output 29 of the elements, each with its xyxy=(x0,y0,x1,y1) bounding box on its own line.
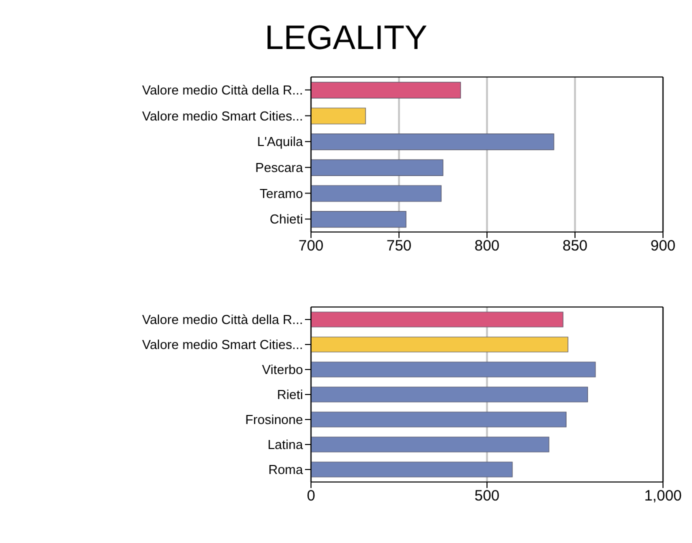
chart-title: LEGALITY xyxy=(264,18,428,59)
x-tick-label: 500 xyxy=(474,488,500,505)
y-tick-label: Valore medio Smart Cities... xyxy=(142,337,303,352)
x-tick-label: 1,000 xyxy=(644,488,682,505)
y-tick-label: Rieti xyxy=(276,387,304,402)
bar xyxy=(311,386,588,402)
y-tick-label: Roma xyxy=(268,462,304,478)
y-tick-label: Latina xyxy=(268,437,304,452)
bar xyxy=(311,436,550,452)
x-tick-label: 800 xyxy=(474,238,500,255)
bar xyxy=(311,362,596,378)
bar xyxy=(311,336,568,352)
bar xyxy=(311,312,564,328)
y-tick-label: Teramo xyxy=(260,186,303,201)
y-tick-label: Valore medio Città della R... xyxy=(142,82,303,98)
y-tick-label: Pescara xyxy=(255,160,304,176)
x-tick-label: 700 xyxy=(298,238,324,255)
x-tick-label: 750 xyxy=(386,238,412,255)
y-tick-label: Chieti xyxy=(270,212,304,227)
bar xyxy=(311,412,566,428)
bar xyxy=(311,462,513,478)
x-tick-label: 900 xyxy=(650,238,676,255)
y-tick-label: L'Aquila xyxy=(257,134,304,150)
y-tick-label: Valore medio Smart Cities... xyxy=(142,108,303,124)
x-tick-label: 0 xyxy=(306,488,316,505)
y-tick-label: Frosinone xyxy=(245,412,303,428)
y-tick-label: Viterbo xyxy=(262,362,303,378)
x-tick-label: 850 xyxy=(562,238,588,255)
y-tick-label: Valore medio Città della R... xyxy=(142,312,303,328)
